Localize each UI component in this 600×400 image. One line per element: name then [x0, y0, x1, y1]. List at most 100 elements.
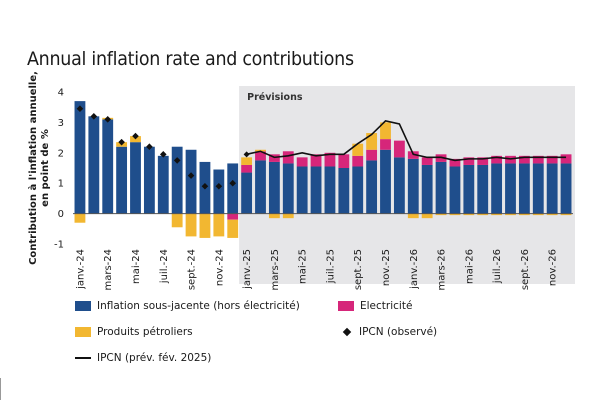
x-tick-label: mai-25	[298, 249, 309, 284]
ipcn-observed-marker	[90, 113, 98, 120]
bar-electricite	[310, 154, 322, 167]
legend-swatch-petroleum	[75, 327, 91, 337]
y-axis-label: Contribution à l'inflation annuelle,en p…	[27, 71, 51, 265]
bar-produits-petroliers	[185, 213, 197, 237]
bar-electricite	[546, 155, 558, 164]
bar-inflation-sous-jacente-hors-electricite	[171, 146, 183, 214]
ipcn-observed-marker	[118, 138, 125, 146]
y-tick-label: 3	[58, 118, 64, 129]
bar-electricite	[380, 139, 391, 150]
ipcn-observed-marker	[159, 151, 167, 158]
legend-item-core-inflation: Inflation sous-jacente (hors électricité…	[75, 300, 300, 312]
bar-electricite	[393, 140, 405, 158]
x-tick-label: janv.-25	[242, 249, 253, 290]
forecast-label: Prévisions	[247, 92, 303, 103]
bar-produits-petroliers	[213, 213, 225, 237]
ipcn-observed-marker	[201, 182, 209, 190]
legend-item-petroleum: Produits pétroliers	[75, 326, 193, 338]
line-marker-icon	[75, 357, 91, 359]
x-tick-label: mai-26	[464, 249, 475, 284]
legend-item-electricity: Electricité	[338, 300, 412, 312]
bar-produits-petroliers	[449, 213, 461, 216]
bar-electricite	[324, 152, 336, 167]
bar-inflation-sous-jacente-hors-electricite	[518, 163, 530, 214]
ipcn-observed-marker	[187, 172, 195, 179]
x-tick-label: juil.-25	[325, 249, 336, 284]
bar-inflation-sous-jacente-hors-electricite	[296, 166, 308, 214]
legend-label-electricity: Electricité	[360, 300, 413, 312]
ipcn-observed-marker	[173, 157, 181, 164]
bar-produits-petroliers	[560, 213, 572, 216]
bar-produits-petroliers	[352, 143, 364, 156]
ipcn-forecast-start-marker	[243, 151, 250, 158]
x-tick-label: mars-24	[103, 249, 114, 291]
bar-produits-petroliers	[505, 213, 516, 216]
bar-inflation-sous-jacente-hors-electricite	[241, 172, 253, 214]
ipcn-observed-marker	[132, 132, 139, 140]
legend-item-ipcn-observed: IPCN (observé)	[338, 326, 437, 338]
x-tick-label: janv.-24	[75, 249, 86, 290]
x-tick-label: nov.-25	[381, 249, 392, 286]
bar-electricite	[532, 155, 544, 164]
bar-produits-petroliers	[546, 213, 558, 216]
x-tick-label: mai-24	[131, 249, 142, 284]
bar-inflation-sous-jacente-hors-electricite	[116, 146, 128, 214]
bar-inflation-sous-jacente-hors-electricite	[380, 149, 391, 214]
bar-inflation-sous-jacente-hors-electricite	[352, 166, 364, 214]
bar-produits-petroliers	[491, 213, 503, 216]
x-tick-label: mars-26	[437, 249, 448, 291]
x-tick-label: juil.-26	[492, 249, 503, 284]
x-tick-label: janv.-26	[409, 249, 420, 290]
bar-inflation-sous-jacente-hors-electricite	[157, 155, 169, 214]
bar-inflation-sous-jacente-hors-electricite	[505, 163, 516, 214]
bar-produits-petroliers	[477, 213, 489, 216]
bar-produits-petroliers	[435, 213, 447, 216]
bar-electricite	[241, 164, 253, 173]
bar-inflation-sous-jacente-hors-electricite	[407, 158, 419, 214]
bar-produits-petroliers	[268, 213, 280, 219]
bar-electricite	[282, 151, 294, 164]
bar-produits-petroliers	[282, 213, 294, 219]
ipcn-observed-marker	[229, 179, 237, 187]
bar-inflation-sous-jacente-hors-electricite	[546, 163, 558, 214]
x-tick-label: sept.-25	[353, 249, 364, 290]
bar-inflation-sous-jacente-hors-electricite	[463, 164, 475, 214]
legend: Inflation sous-jacente (hors électricité…	[75, 300, 575, 380]
bar-electricite	[449, 158, 461, 167]
chart-plot: Prévisions Contribution à l'inflation an…	[27, 71, 575, 291]
bar-electricite	[491, 155, 503, 164]
bar-inflation-sous-jacente-hors-electricite	[338, 168, 350, 214]
y-tick-label: 0	[58, 209, 64, 220]
bar-electricite	[255, 151, 266, 161]
bar-produits-petroliers	[463, 213, 475, 216]
x-tick-label: juil.-24	[159, 249, 170, 284]
y-tick-label: 4	[58, 88, 64, 99]
bar-inflation-sous-jacente-hors-electricite	[310, 166, 322, 214]
bar-inflation-sous-jacente-hors-electricite	[88, 116, 100, 214]
bar-produits-petroliers	[366, 133, 378, 150]
y-tick-label: 2	[58, 148, 64, 159]
x-tick-label: mars-25	[270, 249, 281, 291]
bar-inflation-sous-jacente-hors-electricite	[421, 164, 433, 214]
bar-produits-petroliers	[241, 157, 253, 165]
x-tick-label: nov.-26	[548, 249, 559, 286]
x-tick-label: nov.-24	[214, 249, 225, 286]
bar-inflation-sous-jacente-hors-electricite	[560, 163, 572, 214]
bar-electricite	[352, 155, 364, 167]
bar-inflation-sous-jacente-hors-electricite	[324, 166, 336, 214]
bar-electricite	[477, 157, 489, 165]
ipcn-observed-marker	[104, 116, 112, 123]
bar-inflation-sous-jacente-hors-electricite	[477, 164, 489, 214]
legend-swatch-core-inflation	[75, 301, 91, 311]
bar-inflation-sous-jacente-hors-electricite	[143, 146, 155, 214]
legend-label-ipcn-observed: IPCN (observé)	[359, 326, 438, 338]
chart-title: Annual inflation rate and contributions	[27, 48, 354, 70]
ipcn-forecast-line	[246, 120, 567, 162]
bar-produits-petroliers	[171, 213, 183, 228]
divider	[0, 378, 1, 400]
y-tick-label: -1	[54, 240, 64, 251]
diamond-marker-icon	[342, 327, 352, 337]
bar-inflation-sous-jacente-hors-electricite	[227, 163, 239, 214]
bar-inflation-sous-jacente-hors-electricite	[185, 149, 197, 214]
ipcn-observed-markers	[76, 105, 250, 190]
